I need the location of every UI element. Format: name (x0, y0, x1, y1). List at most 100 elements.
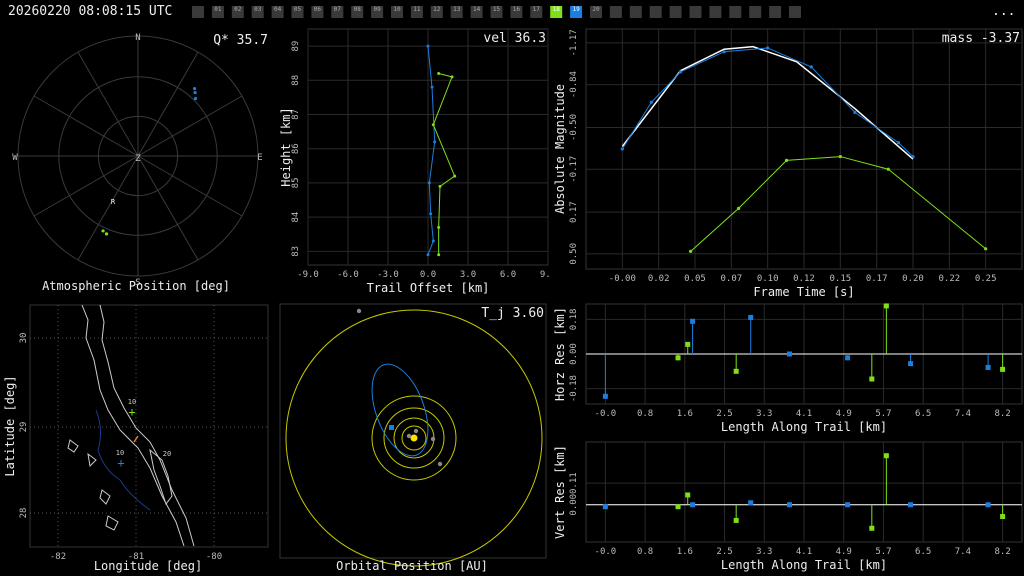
station-marker-a: + (117, 456, 124, 470)
polar-spoke (137, 155, 199, 261)
orbit-ring-0 (371, 395, 457, 481)
planet-marker-1 (430, 436, 436, 442)
atmospheric-position-chart: N E S W Z R Q* 35.7 Atmospheric Position [deg] (12, 33, 268, 293)
x-tick-label: 7.4 (955, 409, 971, 419)
frame-label-15: 15 (493, 6, 501, 13)
frame-box-13 (450, 6, 463, 18)
x-tick-label: 9.0 (540, 270, 550, 280)
frame-box-9 (371, 6, 384, 18)
frame-label-14: 14 (473, 6, 481, 13)
trail-point-1-4 (438, 184, 442, 188)
absolute-magnitude-chart: -0.00 0.02 0.05 0.07 0.10 0.12 0.15 0.17 0.20 0.2… (553, 28, 1023, 298)
residual-point-1-3 (869, 376, 875, 382)
frame-box-25 (689, 6, 702, 18)
x-tick-label: -0.00 (609, 274, 636, 284)
x-axis-label: Trail Offset [km] (367, 281, 490, 295)
orbit-ring-3 (401, 425, 427, 451)
magnitude-point-1-5 (984, 247, 988, 251)
x-axis-label: Length Along Trail [km] (721, 558, 887, 572)
x-axis-label: Length Along Trail [km] (721, 420, 887, 434)
frame-box-7 (331, 6, 344, 18)
trail-point-0-1 (430, 85, 434, 89)
polar-spoke (77, 51, 139, 157)
frame-label-05: 05 (294, 6, 302, 13)
y-tick-label: 89 (291, 41, 301, 52)
direction-label-Z: Z (135, 154, 141, 164)
meteoroid-orbit (371, 363, 429, 457)
planet-marker-3 (356, 308, 362, 314)
magnitude-point-1-2 (784, 158, 789, 162)
station-marker-b: + (128, 405, 135, 419)
frame-label-18: 18 (553, 6, 561, 13)
frame-box-22 (629, 6, 642, 18)
frame-box-2 (231, 6, 244, 18)
x-tick-label: 3.0 (460, 270, 476, 280)
plot-frame (279, 303, 547, 559)
x-tick-label: 2.5 (716, 409, 732, 419)
x-tick-label: 0.07 (720, 274, 742, 284)
magnitude-point-0-3 (722, 50, 726, 54)
frame-strip[interactable]: 01 02 03 04 05 06 07 08 09 10 11 12 13 14 15 16 17 18 19 20 (192, 6, 832, 20)
magnitude-point-0-1 (649, 100, 653, 104)
y-tick-label: -0.18 (569, 375, 579, 402)
x-tick-label: -82 (50, 552, 66, 562)
x-tick-label: 5.7 (875, 409, 891, 419)
x-tick-label: 0.25 (975, 274, 997, 284)
vertical-residual-chart: -0.0 0.8 1.6 2.5 3.3 4.1 4.9 5.7 6.5 7.4 8.2 0.110.… (553, 441, 1023, 572)
y-tick-label: 0.11 (569, 472, 579, 494)
polar-spoke (33, 95, 139, 157)
frame-box-21 (609, 6, 622, 18)
polar-spoke (137, 95, 243, 157)
x-tick-label: -80 (206, 552, 222, 562)
orbital-position-chart: T_j 3.60 Orbital Position [AU] (279, 303, 547, 573)
frame-box-5 (291, 6, 304, 18)
x-tick-label: -6.0 (337, 270, 359, 280)
y-tick-label: 85 (291, 177, 301, 188)
trail-point-0-0 (426, 44, 430, 48)
trail-point-0-2 (433, 140, 437, 144)
frame-label-13: 13 (453, 6, 461, 13)
x-tick-label: 0.15 (829, 274, 851, 284)
residual-point-0-0 (602, 393, 608, 399)
frame-label-02: 02 (234, 6, 242, 13)
x-tick-label: 0.12 (793, 274, 815, 284)
x-tick-label: -0.0 (595, 547, 617, 557)
residual-point-0-0 (602, 504, 608, 510)
x-axis-label: Frame Time [s] (753, 285, 854, 298)
residual-point-1-5 (1000, 514, 1006, 520)
frame-label-06: 06 (314, 6, 322, 13)
frame-label-12: 12 (433, 6, 441, 13)
residual-point-1-3 (869, 525, 875, 531)
planet-marker-2 (437, 461, 443, 467)
planet-marker-4 (406, 433, 412, 439)
residual-point-0-3 (786, 502, 792, 508)
polar-spoke (33, 155, 139, 217)
frame-box-29 (769, 6, 782, 18)
ground-map-chart: -82 -81 -80 30 29 28 + +10 20 10 Longitude [deg] La… (3, 304, 269, 573)
y-axis-label: Vert Res [km] (553, 445, 567, 539)
frame-box-23 (649, 6, 662, 18)
trail-point-1-6 (437, 253, 441, 257)
x-axis-label: Longitude [deg] (94, 559, 202, 573)
stat-label: Q* 35.7 (213, 33, 268, 48)
river-line (95, 409, 151, 511)
more-menu-button[interactable]: ... (992, 4, 1016, 19)
frame-box-8 (351, 6, 364, 18)
magnitude-point-0-6 (853, 110, 857, 114)
y-tick-label: 0.50 (569, 243, 579, 265)
trail-point-1-0 (437, 71, 441, 75)
frame-box-19 (570, 6, 583, 18)
y-axis-label: Horz Res [km] (553, 307, 567, 401)
x-tick-label: 4.9 (836, 547, 852, 557)
direction-label-E: E (257, 153, 262, 163)
x-tick-label: 5.7 (875, 547, 891, 557)
residual-point-0-3 (786, 351, 792, 357)
x-axis-label: Orbital Position [AU] (336, 559, 488, 573)
trail-point-0-4 (429, 212, 433, 216)
frame-box-12 (430, 6, 443, 18)
trail-point-1-1 (450, 75, 454, 79)
trail-point-1-3 (453, 174, 457, 178)
trail-point-0-6 (426, 253, 430, 257)
frame-box-10 (391, 6, 403, 18)
y-tick-label: -1.17 (569, 29, 579, 56)
